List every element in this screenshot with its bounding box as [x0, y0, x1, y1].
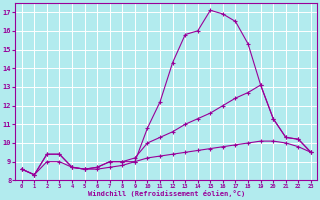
- X-axis label: Windchill (Refroidissement éolien,°C): Windchill (Refroidissement éolien,°C): [88, 190, 245, 197]
